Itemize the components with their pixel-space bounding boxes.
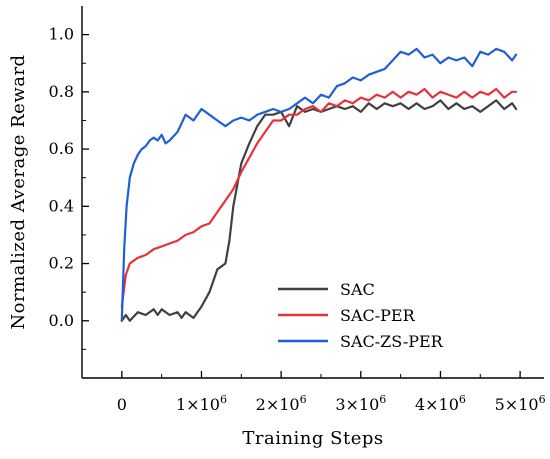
legend-label: SAC-ZS-PER <box>340 332 444 351</box>
x-tick-label-base: 2×10 <box>256 395 300 414</box>
x-tick-label-exponent: 6 <box>379 393 386 406</box>
legend-label: SAC-PER <box>340 306 416 325</box>
series-line-sac <box>120 99 518 322</box>
x-axis-title: Training Steps <box>242 428 383 449</box>
x-tick-label-base: 0 <box>117 395 127 414</box>
series-line-sac-zs-per <box>120 47 518 322</box>
x-tick-label-exponent: 6 <box>539 393 546 406</box>
y-tick-label: 0.8 <box>49 82 74 101</box>
axes: 0.00.20.40.60.81.00 1×106 2×106 3×106 4×106 5… <box>49 6 546 414</box>
x-tick-label-exponent: 6 <box>220 393 227 406</box>
x-tick-label: 0 <box>117 395 127 414</box>
x-tick-label: 5×106 <box>495 393 546 414</box>
series-group <box>120 47 518 322</box>
x-tick-label-base: 4×10 <box>415 395 459 414</box>
y-tick-label: 1.0 <box>49 25 74 44</box>
y-axis-title: Normalized Average Reward <box>8 54 29 329</box>
legend-label: SAC <box>340 280 375 299</box>
x-tick-label-exponent: 6 <box>459 393 466 406</box>
x-tick-label-base: 5×10 <box>495 395 539 414</box>
x-tick-label: 4×106 <box>415 393 466 414</box>
legend: SAC SAC-PER SAC-ZS-PER <box>278 280 444 351</box>
x-tick-label-exponent: 6 <box>300 393 307 406</box>
x-tick-label-base: 1×10 <box>176 395 220 414</box>
x-tick-label-base: 3×10 <box>335 395 379 414</box>
x-tick-label: 3×106 <box>335 393 386 414</box>
series-line-sac-per <box>120 87 518 308</box>
y-tick-label: 0.0 <box>49 311 74 330</box>
y-tick-label: 0.2 <box>49 254 74 273</box>
y-tick-label: 0.4 <box>49 196 74 215</box>
x-tick-label: 1×106 <box>176 393 227 414</box>
x-tick-label: 2×106 <box>256 393 307 414</box>
y-tick-label: 0.6 <box>49 139 74 158</box>
